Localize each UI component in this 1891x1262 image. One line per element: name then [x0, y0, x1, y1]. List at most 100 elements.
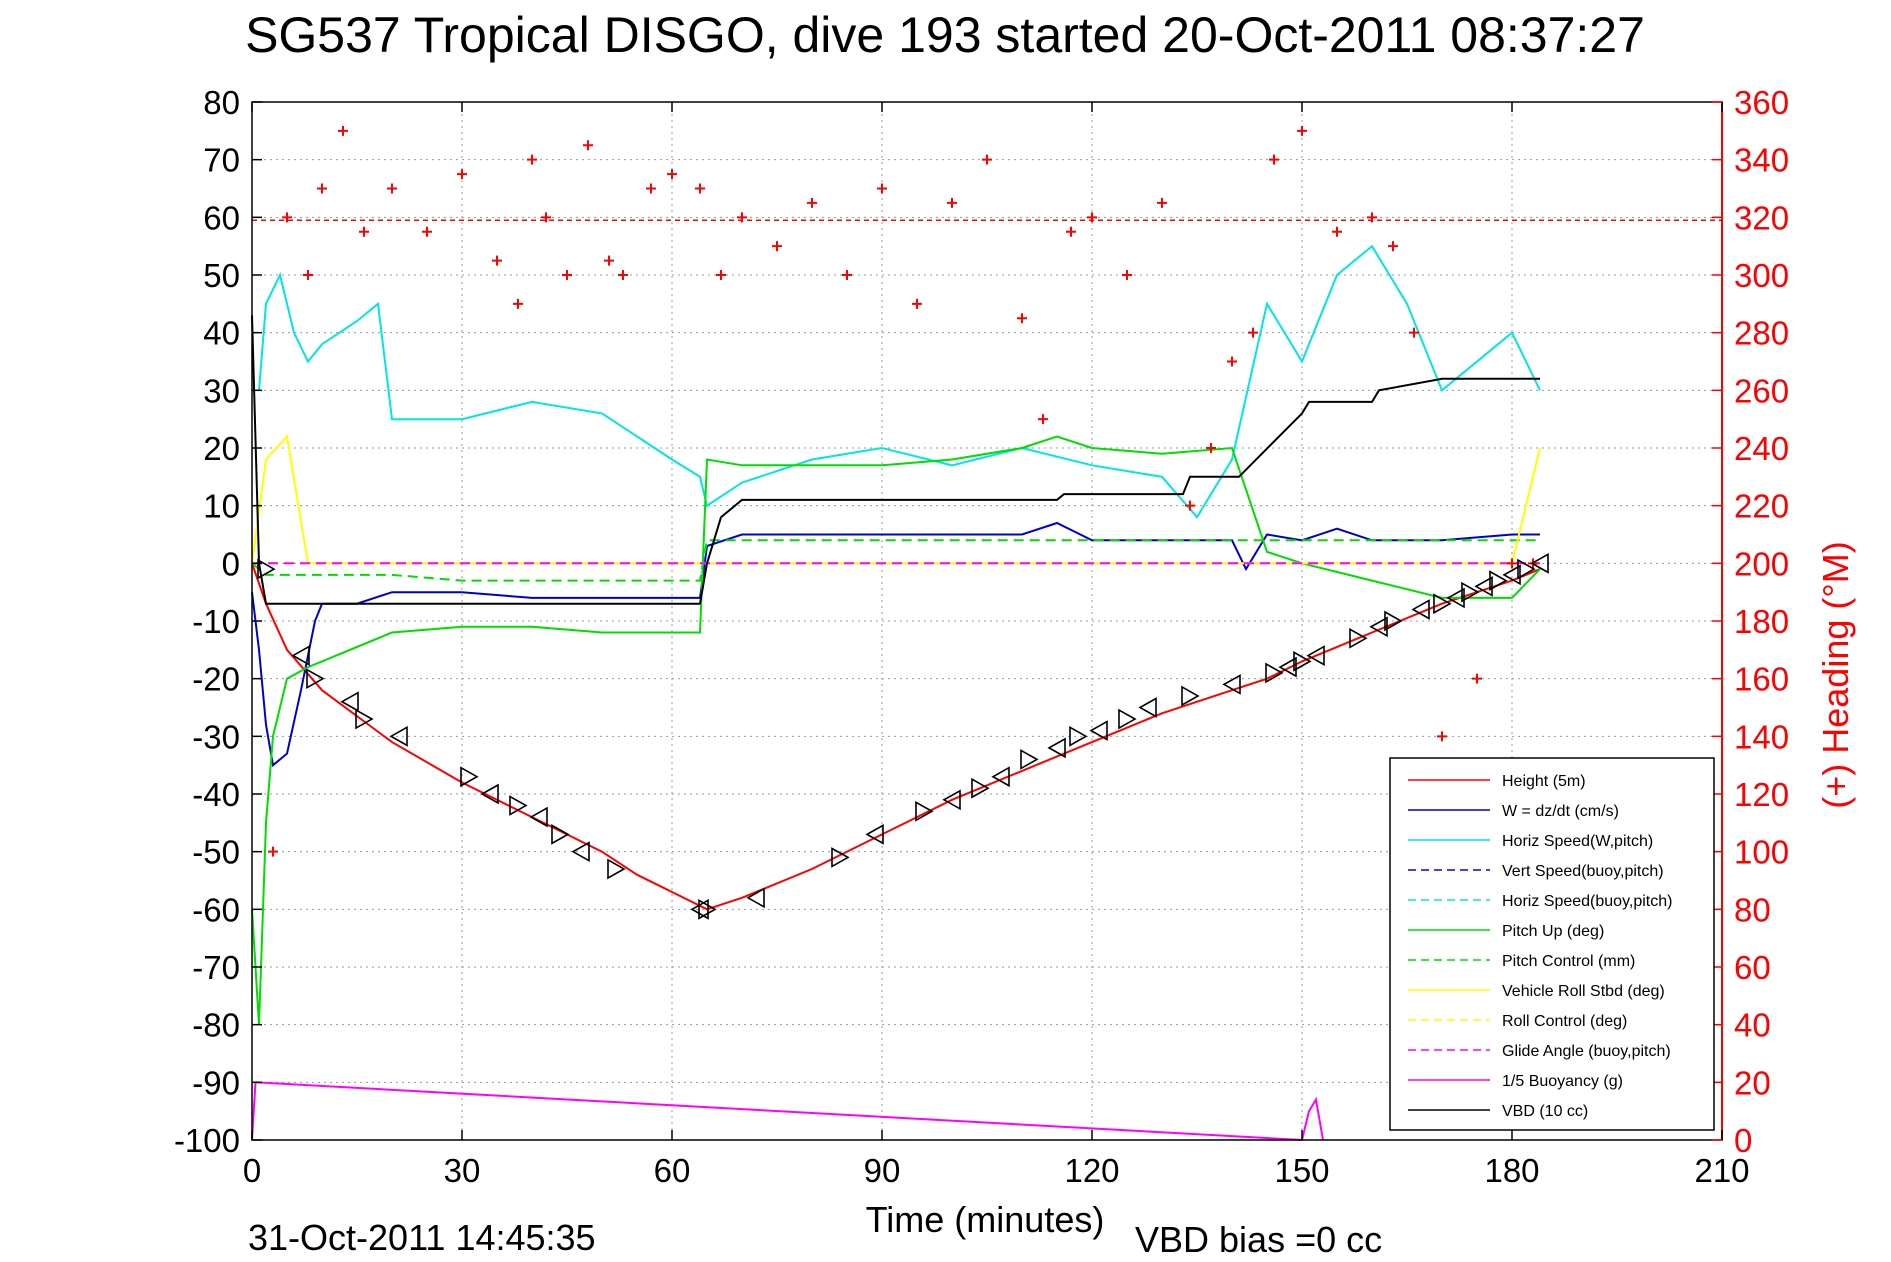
- heading-point: [1297, 125, 1307, 136]
- legend-label: Height (5m): [1502, 773, 1586, 790]
- legend-label: Pitch Control (mm): [1502, 953, 1635, 970]
- height-marker: [389, 725, 408, 747]
- y-tick-label: 20: [203, 430, 240, 467]
- heading-point: [912, 298, 922, 309]
- height-marker: [1446, 587, 1465, 609]
- heading-point: [1367, 212, 1377, 223]
- height-marker: [1517, 558, 1536, 580]
- series-line-10: [251, 1081, 1324, 1142]
- heading-point: [492, 255, 502, 266]
- height-marker: [480, 783, 499, 805]
- y2-tick-label: 320: [1734, 199, 1789, 236]
- heading-point: [338, 125, 348, 136]
- series-line-1: [251, 521, 1540, 768]
- height-marker: [1306, 645, 1325, 666]
- height-marker: [698, 898, 717, 920]
- series-line-11: [251, 315, 1540, 605]
- heading-point: [982, 154, 992, 165]
- x-tick-label: 30: [444, 1152, 481, 1189]
- height-marker: [1461, 581, 1480, 603]
- y-tick-label: 0: [222, 545, 240, 582]
- height-marker: [460, 766, 479, 788]
- height-marker: [1138, 697, 1157, 718]
- height-marker: [306, 668, 325, 690]
- heading-point: [513, 298, 523, 309]
- axes: 0 30 60 90 120 150 180 21080706050403020100-10-…: [174, 84, 1789, 1189]
- y-tick-label: -10: [192, 603, 240, 640]
- height-marker: [257, 558, 276, 580]
- heading-point: [667, 169, 677, 180]
- heading-point: [618, 270, 628, 280]
- height-marker: [1474, 576, 1493, 597]
- series-line-6: [251, 539, 1540, 582]
- heading-point: [772, 241, 782, 252]
- heading-point: [1087, 212, 1097, 223]
- heading-point: [303, 270, 313, 280]
- x-tick-label: 60: [654, 1152, 691, 1189]
- legend-box: [1389, 757, 1715, 1131]
- height-marker: [1222, 674, 1241, 695]
- heading-point: [737, 212, 747, 223]
- heading-point: [1437, 731, 1447, 742]
- y-tick-label: -80: [192, 1007, 240, 1044]
- y2-tick-label: 240: [1734, 430, 1789, 467]
- heading-point: [1507, 558, 1517, 569]
- heading-point: [268, 846, 278, 857]
- heading-point: [646, 183, 656, 194]
- heading-point: [604, 255, 614, 266]
- heading-point: [842, 270, 852, 280]
- y-tick-label: -40: [192, 776, 240, 813]
- legend-label: Glide Angle (buoy,pitch): [1502, 1043, 1671, 1060]
- series-line-5: [251, 435, 1541, 1025]
- heading-point: [457, 169, 467, 180]
- y2-tick-label: 180: [1734, 603, 1789, 640]
- y2-tick-label: 40: [1734, 1007, 1771, 1044]
- heading-point: [387, 183, 397, 194]
- height-marker: [971, 777, 990, 799]
- heading-point: [541, 212, 551, 223]
- height-marker: [915, 800, 934, 822]
- x-tick-label: 150: [1274, 1152, 1329, 1189]
- legend-label: Vert Speed(buoy,pitch): [1502, 863, 1664, 880]
- y-tick-label: -30: [192, 718, 240, 755]
- height-marker: [942, 789, 961, 811]
- y2-tick-label: 100: [1734, 834, 1789, 871]
- height-marker: [1489, 570, 1508, 592]
- y2-tick-label: 120: [1734, 776, 1789, 813]
- height-marker: [1020, 749, 1039, 770]
- legend-label: W = dz/dt (cm/s): [1502, 803, 1619, 820]
- heading-point: [359, 226, 369, 237]
- heading-point: [1206, 443, 1216, 453]
- y2-tick-label: 280: [1734, 315, 1789, 352]
- heading-point: [877, 183, 887, 194]
- y-tick-label: 60: [203, 199, 240, 236]
- height-marker: [1181, 685, 1200, 707]
- y2-tick-label: 0: [1734, 1122, 1752, 1159]
- heading-point: [716, 270, 726, 280]
- height-marker: [340, 691, 359, 713]
- y-tick-label: 40: [203, 315, 240, 352]
- series-line-2: [258, 244, 1541, 519]
- y-tick-label: -70: [192, 949, 240, 986]
- heading-point: [527, 154, 537, 165]
- marker-layer: [257, 552, 1549, 920]
- heading-point: [1017, 313, 1027, 324]
- heading-point: [1388, 241, 1398, 252]
- y2-tick-label: 60: [1734, 949, 1771, 986]
- height-marker: [1411, 599, 1430, 620]
- y2-tick-label: 360: [1734, 84, 1789, 121]
- y-tick-label: -90: [192, 1064, 240, 1101]
- height-marker: [1530, 552, 1549, 574]
- height-marker: [746, 887, 765, 909]
- right-axis-label: (+) Heading (°M): [1815, 541, 1856, 808]
- legend: Height (5m) W = dz/dt (cm/s) Horiz Speed(W…: [1389, 757, 1715, 1131]
- legend-label: Horiz Speed(W,pitch): [1502, 833, 1653, 850]
- chart-title: SG537 Tropical DISGO, dive 193 started 2…: [245, 7, 1645, 63]
- height-marker: [1349, 627, 1368, 649]
- x-axis-label: Time (minutes): [866, 1199, 1105, 1240]
- heading-point: [695, 183, 705, 194]
- heading-point: [583, 140, 593, 151]
- legend-label: Horiz Speed(buoy,pitch): [1502, 893, 1672, 910]
- heading-point: [1269, 154, 1279, 165]
